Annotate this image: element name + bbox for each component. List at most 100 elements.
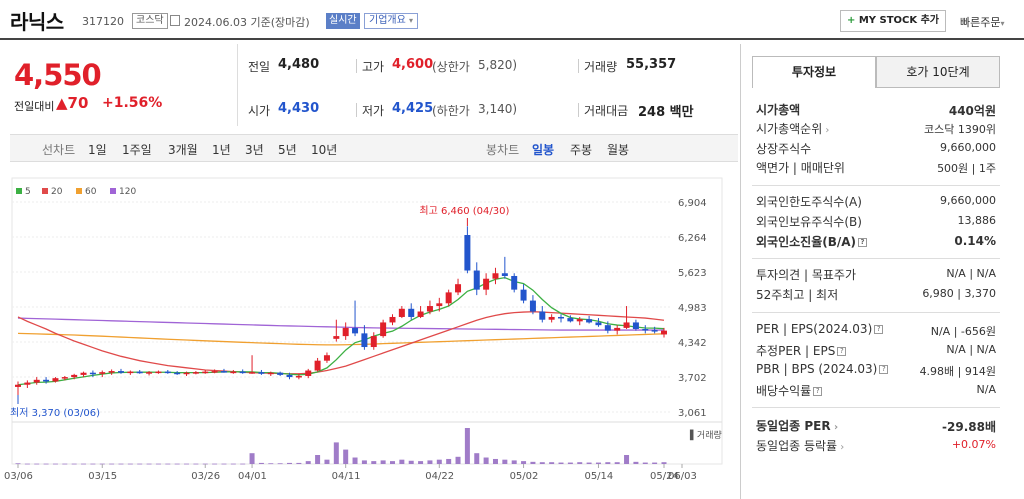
volume-bar: [15, 463, 21, 465]
legend-swatch: [42, 188, 48, 194]
legend-swatch: [110, 188, 116, 194]
price-chart[interactable]: 6,904 6,264 5,623 4,983 4,342 3,702 3,061 5 20 60…: [0, 170, 738, 499]
divider: [356, 59, 357, 73]
period-1w[interactable]: 1주일: [122, 143, 152, 157]
candle-body: [239, 371, 246, 374]
volume-bar: [521, 461, 527, 464]
volume-bar: [333, 442, 339, 464]
volume-bar: [427, 460, 433, 464]
volume-bar: [483, 457, 489, 464]
candle-body: [455, 284, 462, 293]
tab-invest-info[interactable]: 투자정보: [752, 56, 876, 88]
x-tick-label: 05/24: [650, 471, 679, 482]
candle-body: [445, 292, 452, 304]
change-label: 전일대비: [14, 100, 55, 113]
candle-body: [370, 336, 377, 348]
volume-bar: [446, 458, 452, 464]
amount-label: 거래대금: [584, 104, 629, 118]
info-label: 액면가 | 매매단위: [756, 159, 845, 176]
legend-swatch: [76, 188, 82, 194]
info-label: 외국인소진율(B/A)?: [756, 233, 868, 250]
volume-bar: [605, 462, 611, 464]
period-1y[interactable]: 1년: [212, 143, 231, 157]
info-value: 코스닥 1390위: [924, 123, 996, 136]
info-value: N/A | -656원: [930, 325, 996, 338]
candle-body: [305, 370, 312, 376]
candle-body: [539, 311, 546, 320]
candle-body: [202, 371, 209, 374]
volume-bar: [43, 463, 49, 465]
period-3y[interactable]: 3년: [245, 143, 264, 157]
candle-body: [426, 306, 433, 312]
info-label[interactable]: 동일업종 PER ›: [756, 417, 838, 434]
mystock-add-button[interactable]: + MY STOCK 추가: [840, 10, 946, 32]
mystock-label: MY STOCK 추가: [858, 15, 940, 26]
volume-bar: [558, 462, 564, 464]
candle-body: [595, 322, 602, 326]
stock-header: [0, 0, 1024, 40]
period-5y[interactable]: 5년: [278, 143, 297, 157]
help-icon[interactable]: ?: [879, 365, 889, 374]
volume-bar: [567, 462, 573, 464]
candle-weekly[interactable]: 주봉: [570, 143, 593, 157]
chevron-down-icon: ▾: [1000, 19, 1005, 28]
volume-bar: [661, 462, 667, 464]
legend-label: 120: [119, 187, 136, 197]
info-value: N/A | N/A: [946, 267, 996, 280]
period-10y[interactable]: 10년: [311, 143, 338, 157]
period-1d[interactable]: 1일: [88, 143, 107, 157]
help-icon[interactable]: ?: [874, 325, 884, 334]
volume-bar: [174, 463, 180, 465]
volume-bar: [137, 463, 143, 465]
volume-bar: [109, 463, 115, 465]
volume-bar: [52, 463, 58, 465]
volume-bar: [614, 462, 620, 464]
candle-body: [155, 371, 162, 374]
volume-bar: [71, 463, 77, 465]
legend-label: 5: [25, 187, 31, 197]
candle-body: [61, 377, 68, 379]
x-tick-label: 06/03: [668, 471, 697, 482]
help-icon[interactable]: ?: [837, 347, 847, 356]
tab-orderbook[interactable]: 호가 10단계: [876, 56, 1000, 88]
info-value: 0.14%: [954, 234, 996, 248]
candle-body: [436, 303, 443, 307]
x-tick-label: 04/22: [425, 471, 454, 482]
volume-bar: [408, 460, 414, 464]
volume-value: 55,357: [626, 57, 677, 72]
realtime-button[interactable]: 실시간: [326, 13, 360, 29]
info-value: 500원 | 1주: [937, 162, 996, 175]
volume-label: ▌거래량: [689, 429, 722, 441]
corp-info-dropdown[interactable]: 기업개요 ▾: [364, 13, 419, 29]
candle-monthly[interactable]: 월봉: [607, 143, 630, 157]
divider: [752, 312, 1000, 313]
info-label: 시가총액: [756, 101, 800, 118]
info-label-text: 상장주식수: [756, 142, 812, 156]
volume-bar: [146, 463, 152, 465]
price-change-pct: +1.56%: [102, 95, 163, 111]
quick-order-menu[interactable]: 빠른주문▾: [960, 14, 1005, 30]
info-label[interactable]: 동일업종 등락률 ›: [756, 437, 844, 454]
volume-bar: [380, 460, 386, 464]
max-price-label: 최고 6,460 (04/30): [419, 205, 509, 217]
info-label: 투자의견 | 목표주가: [756, 266, 856, 283]
x-tick-label: 05/02: [510, 471, 539, 482]
quick-order-label: 빠른주문: [960, 16, 1001, 29]
info-value: N/A: [976, 383, 996, 396]
info-label[interactable]: 시가총액순위 ›: [756, 120, 829, 137]
volume-bar: [549, 462, 555, 464]
candle-body: [501, 273, 508, 276]
help-icon[interactable]: ?: [858, 238, 868, 247]
volume-bar: [305, 461, 311, 464]
legend-label: 20: [51, 187, 63, 197]
candle-daily[interactable]: 일봉: [532, 143, 555, 157]
volume-bar: [530, 461, 536, 464]
help-icon[interactable]: ?: [813, 387, 823, 396]
lower-limit-label: (하한가: [432, 104, 470, 118]
y-tick-label: 6,904: [678, 198, 707, 209]
candle-body: [511, 275, 518, 290]
volume-label: 거래량: [584, 60, 618, 74]
candle-chart-label: 봉차트: [486, 143, 520, 157]
period-3m[interactable]: 3개월: [168, 143, 198, 157]
info-label-text: 액면가 | 매매단위: [756, 161, 845, 175]
